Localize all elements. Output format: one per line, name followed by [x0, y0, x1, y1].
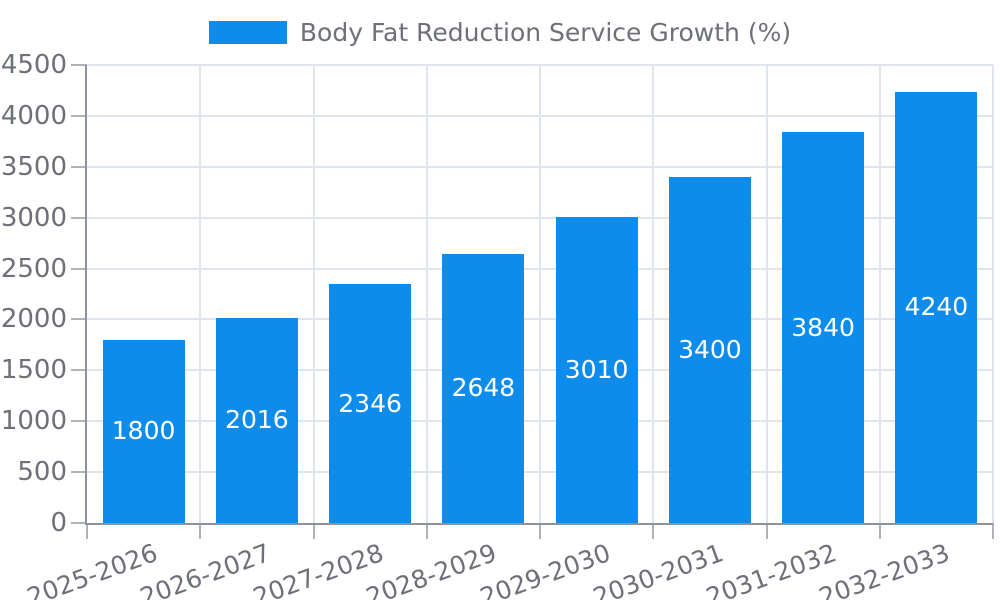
- bar-value-label: 2346: [338, 388, 402, 418]
- v-gridline: [992, 65, 994, 523]
- x-axis-line: [85, 523, 993, 525]
- y-axis-label: 4500: [0, 50, 67, 80]
- v-gridline: [765, 65, 768, 523]
- y-axis-label: 3000: [0, 202, 67, 233]
- y-axis-label: 0: [50, 508, 67, 538]
- x-axis-tick: [652, 523, 655, 539]
- bar[interactable]: [442, 253, 525, 523]
- bar-value-label: 3010: [564, 354, 629, 384]
- bar[interactable]: [215, 317, 298, 523]
- v-gridline: [199, 65, 202, 523]
- x-axis-tick: [86, 523, 88, 539]
- legend-swatch: [208, 21, 287, 44]
- y-axis-label: 2000: [0, 304, 67, 335]
- bar-value-label: 2016: [225, 405, 289, 435]
- y-axis-line: [85, 65, 87, 525]
- y-axis-label: 500: [17, 457, 67, 488]
- bar-value-label: 4240: [904, 292, 969, 322]
- y-axis-tick: [71, 64, 87, 66]
- y-axis-tick: [71, 267, 87, 270]
- bar[interactable]: [555, 216, 638, 523]
- legend-label: Body Fat Reduction Service Growth (%): [299, 18, 792, 47]
- bar-value-label: 3840: [791, 312, 855, 342]
- v-gridline: [652, 65, 655, 523]
- v-gridline: [312, 65, 315, 523]
- y-axis-tick: [71, 318, 87, 321]
- y-axis-tick: [71, 114, 87, 117]
- bar-value-label: 2648: [451, 373, 516, 403]
- y-axis-tick: [71, 369, 87, 372]
- y-axis-label: 1500: [0, 355, 67, 386]
- v-gridline: [878, 65, 881, 523]
- x-axis-tick: [539, 523, 541, 539]
- bar-value-label: 3400: [678, 335, 742, 364]
- bar-value-label: 1800: [111, 416, 176, 446]
- y-axis-tick: [71, 522, 87, 524]
- bar[interactable]: [895, 91, 978, 523]
- x-axis-tick: [425, 523, 428, 539]
- y-axis-tick: [71, 216, 87, 219]
- y-axis-label: 1000: [0, 406, 67, 437]
- bar[interactable]: [782, 132, 865, 523]
- y-axis-tick: [71, 165, 87, 168]
- x-axis-tick: [878, 523, 881, 539]
- x-axis-tick: [765, 523, 768, 539]
- v-gridline: [539, 65, 541, 523]
- y-axis-label: 4000: [0, 100, 67, 131]
- y-axis-label: 3500: [0, 151, 67, 182]
- bar[interactable]: [329, 284, 412, 523]
- y-axis-label: 2500: [0, 253, 67, 284]
- x-axis-tick: [199, 523, 202, 539]
- x-axis-tick: [312, 523, 315, 539]
- v-gridline: [425, 65, 428, 523]
- legend-item[interactable]: Body Fat Reduction Service Growth (%): [0, 20, 1000, 45]
- y-axis-tick: [71, 420, 87, 423]
- x-axis-tick: [992, 523, 994, 539]
- bar[interactable]: [668, 177, 751, 523]
- y-axis-tick: [71, 471, 87, 474]
- bar[interactable]: [102, 339, 185, 523]
